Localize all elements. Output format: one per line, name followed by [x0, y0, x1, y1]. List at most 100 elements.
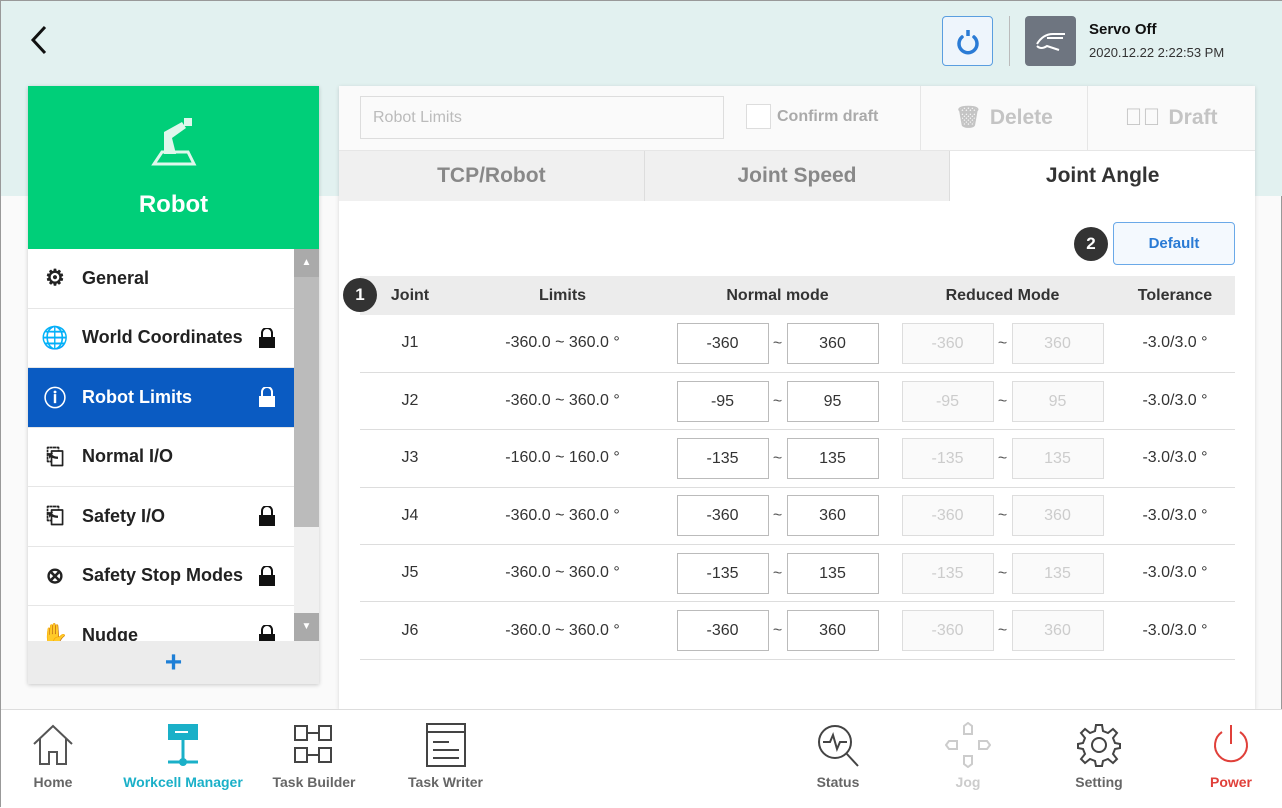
nav-status[interactable]: Status	[808, 722, 868, 790]
normal-min-input[interactable]: -360	[676, 495, 769, 537]
hand-icon: ✋	[41, 622, 69, 641]
reduced-mode-cell: -360 ~360	[890, 315, 1115, 373]
reduced-mode-cell: -360 ~360	[890, 487, 1115, 546]
scroll-up-icon[interactable]: ▲	[294, 249, 319, 277]
nav-label: Jog	[955, 774, 981, 790]
col-tolerance: Tolerance	[1115, 276, 1235, 315]
toolbar: Robot Limits Confirm draft 🗑 Delete ✓⃝ Dra…	[339, 86, 1255, 151]
normal-max-input[interactable]: 360	[786, 495, 879, 537]
joint-cell: J3	[360, 429, 460, 488]
reset-button[interactable]	[942, 16, 993, 66]
scroll-thumb[interactable]	[294, 277, 319, 527]
task-writer-icon	[425, 723, 466, 767]
jog-icon	[945, 722, 991, 768]
nav-home[interactable]: Home	[23, 722, 83, 790]
normal-max-input[interactable]: 135	[786, 552, 879, 594]
draft-label: Draft	[1168, 106, 1218, 129]
nav-workcell-manager[interactable]: Workcell Manager	[113, 722, 253, 790]
lock-icon	[258, 326, 276, 353]
normal-min-input[interactable]: -360	[676, 322, 769, 364]
normal-min-input[interactable]: -135	[676, 437, 769, 479]
normal-min-input[interactable]: -135	[676, 552, 769, 594]
confirm-draft-label: Confirm draft	[777, 107, 879, 125]
nav-jog[interactable]: Jog	[938, 722, 998, 790]
reduced-mode-cell: -360 ~360	[890, 601, 1115, 660]
tolerance-cell: -3.0/3.0 °	[1115, 372, 1235, 431]
normal-min-input[interactable]: -360	[676, 610, 769, 652]
add-button[interactable]: +	[28, 641, 319, 684]
normal-min-input[interactable]: -95	[676, 380, 769, 422]
sidebar-item-safety-i-o[interactable]: ⎗ Safety I/O	[28, 487, 294, 547]
range-sep: ~	[772, 392, 783, 410]
tab-joint-angle[interactable]: Joint Angle	[950, 151, 1256, 201]
sidebar-item-label: Nudge	[82, 624, 138, 641]
default-button[interactable]: Default	[1113, 222, 1235, 265]
tolerance-cell: -3.0/3.0 °	[1115, 315, 1235, 373]
nav-setting[interactable]: Setting	[1069, 722, 1129, 790]
reduced-max-input: 135	[1011, 552, 1104, 594]
limits-cell: -160.0 ~ 160.0 °	[460, 429, 665, 488]
range-sep: ~	[997, 449, 1008, 467]
table-row: J6 -360.0 ~ 360.0 ° -360 ~360 -360 ~360 -3…	[360, 601, 1235, 660]
nav-label: Power	[1209, 774, 1252, 790]
name-input[interactable]: Robot Limits	[360, 96, 724, 139]
tolerance-cell: -3.0/3.0 °	[1115, 487, 1235, 546]
nav-label: Task Builder	[272, 774, 356, 790]
normal-max-input[interactable]: 360	[786, 322, 879, 364]
sidebar-item-label: General	[82, 267, 150, 288]
workcell-icon	[168, 724, 198, 766]
range-sep: ~	[772, 507, 783, 525]
sidebar-item-normal-i-o[interactable]: ⎗ Normal I/O	[28, 428, 294, 487]
normal-mode-cell: -135 ~135	[665, 429, 890, 488]
sidebar-item-world-coordinates[interactable]: 🌐 World Coordinates	[28, 309, 294, 368]
sidebar-header: Robot	[28, 86, 319, 249]
nav-task-builder[interactable]: Task Builder	[264, 722, 364, 790]
home-icon	[33, 724, 73, 765]
joint-cell: J1	[360, 315, 460, 373]
gear-icon	[1077, 724, 1121, 767]
trash-icon: 🗑	[955, 106, 982, 129]
delete-button[interactable]: 🗑 Delete	[920, 86, 1087, 150]
normal-max-input[interactable]: 95	[786, 380, 879, 422]
joint-cell: J4	[360, 487, 460, 546]
main-panel: Robot Limits Confirm draft 🗑 Delete ✓⃝ Dra…	[339, 86, 1256, 709]
confirm-draft-checkbox[interactable]: Confirm draft	[746, 104, 878, 129]
scroll-down-icon[interactable]: ▼	[294, 613, 319, 641]
scrollbar[interactable]: ▲ ▼	[294, 249, 319, 641]
nav-task-writer[interactable]: Task Writer	[398, 722, 493, 790]
limits-cell: -360.0 ~ 360.0 °	[460, 372, 665, 431]
reset-icon	[956, 30, 979, 55]
sidebar-item-label: World Coordinates	[82, 327, 243, 348]
sidebar-item-nudge[interactable]: ✋ Nudge	[28, 606, 294, 641]
reduced-mode-cell: -135 ~135	[890, 429, 1115, 488]
normal-max-input[interactable]: 135	[786, 437, 879, 479]
reduced-max-input: 360	[1011, 322, 1104, 364]
limits-cell: -360.0 ~ 360.0 °	[460, 315, 665, 373]
reduced-max-input: 135	[1011, 437, 1104, 479]
tolerance-cell: -3.0/3.0 °	[1115, 601, 1235, 660]
tab-bar: TCP/Robot Joint Speed Joint Angle	[339, 151, 1256, 201]
table-row: J2 -360.0 ~ 360.0 ° -95 ~95 -95 ~95 -3.0/3…	[360, 372, 1235, 431]
divider	[1009, 16, 1010, 66]
draft-button[interactable]: ✓⃝ Draft	[1087, 86, 1254, 150]
range-sep: ~	[997, 507, 1008, 525]
bottom-nav: Home Workcell Manager Task Builder Task …	[1, 709, 1282, 808]
nav-power[interactable]: Power	[1201, 722, 1261, 790]
sidebar-item-safety-stop-modes[interactable]: ⊗ Safety Stop Modes	[28, 547, 294, 606]
tab-tcp-robot[interactable]: TCP/Robot	[339, 151, 645, 201]
servo-status: Servo Off	[1089, 21, 1157, 38]
back-button[interactable]	[29, 23, 49, 66]
reduced-min-input: -95	[901, 380, 994, 422]
tab-joint-speed[interactable]: Joint Speed	[644, 151, 951, 201]
reduced-min-input: -360	[901, 610, 994, 652]
normal-max-input[interactable]: 360	[786, 610, 879, 652]
callout-badge-1: 1	[343, 278, 377, 312]
range-sep: ~	[997, 622, 1008, 640]
sidebar-item-general[interactable]: ⚙ General	[28, 249, 294, 309]
callout-badge-2: 2	[1074, 227, 1108, 261]
sidebar-item-robot-limits[interactable]: ⓘ Robot Limits	[28, 368, 294, 428]
reduced-max-input: 360	[1011, 610, 1104, 652]
io-icon: ⎗	[46, 443, 64, 469]
servo-button[interactable]	[1025, 16, 1076, 66]
table-row: J4 -360.0 ~ 360.0 ° -360 ~360 -360 ~360 -3…	[360, 487, 1235, 546]
